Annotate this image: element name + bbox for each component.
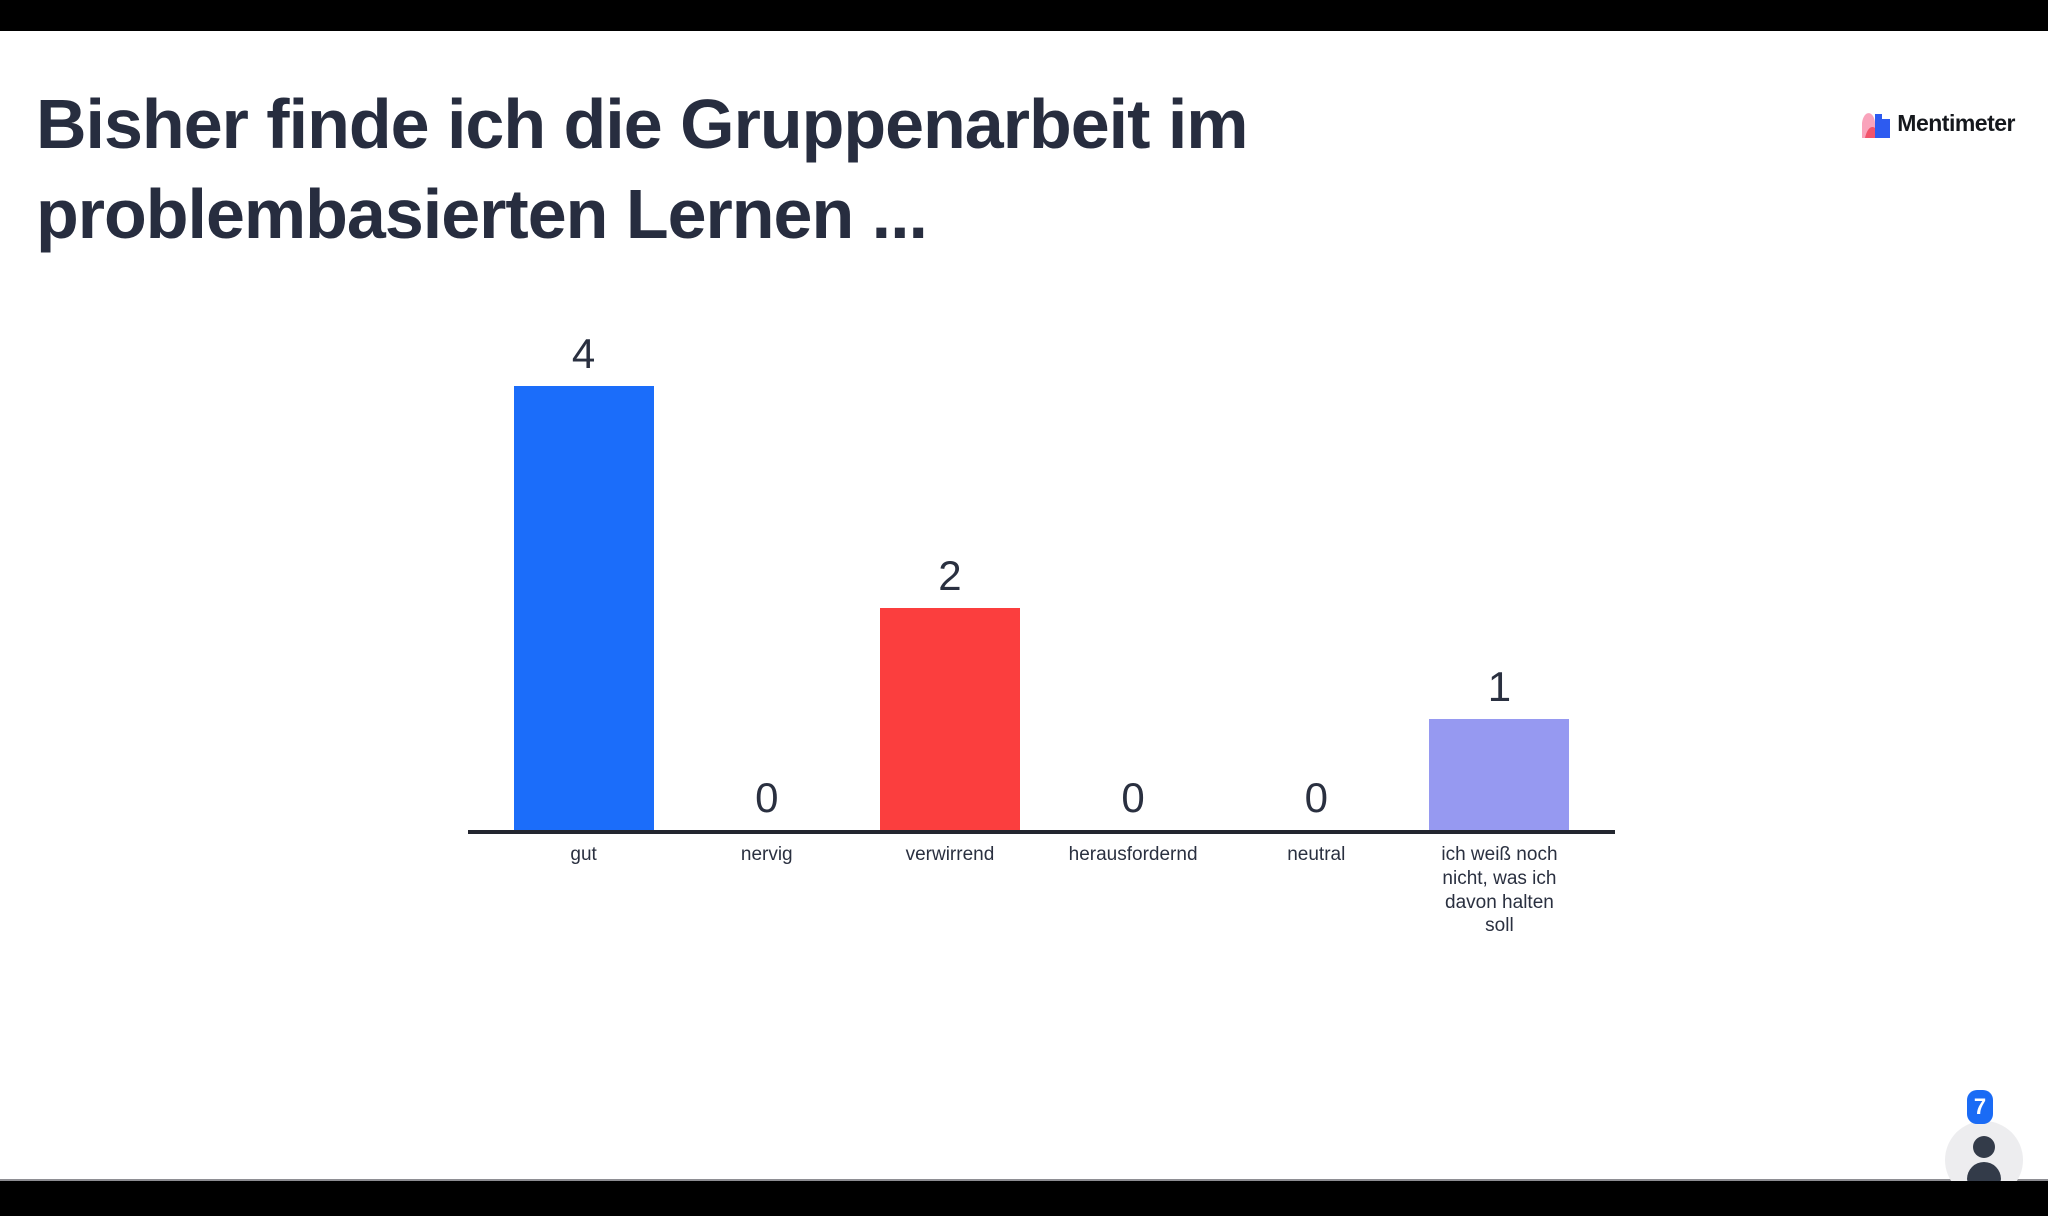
category-label-neutral: neutral [1287, 844, 1346, 865]
slide: Bisher finde ich die Gruppenarbeit im pr… [0, 31, 2048, 1199]
bar-gut [513, 386, 654, 830]
bar-verwirrend [879, 608, 1020, 830]
category-labels-row: gut nervig verwirrend herausfordernd neutral… [468, 834, 1615, 938]
value-label-herausfordernd: 0 [1121, 774, 1145, 821]
question-title-line1: Bisher finde ich die Gruppenarbeit im [36, 85, 1249, 163]
value-label-gut: 4 [571, 330, 596, 377]
bar-column-verwirrend: 2 [858, 552, 1041, 830]
person-icon [1973, 1136, 1995, 1158]
category-label-nervig: nervig [740, 844, 793, 865]
letterbox-top [0, 0, 2048, 31]
mentimeter-wordmark: Mentimeter [1897, 109, 2015, 136]
bar-column-ich-wei-noch-nicht-w: 1 [1408, 663, 1591, 830]
x-axis-line [468, 830, 1615, 834]
person-icon-shoulders [1967, 1162, 2001, 1184]
category-label-ich-wei-noch-nicht-w: ich weiß noch nicht, was ich davon halte… [1441, 844, 1558, 937]
category-label-herausfordernd: herausfordernd [1068, 844, 1198, 865]
question-title: Bisher finde ich die Gruppenarbeit im pr… [36, 79, 1456, 259]
value-label-nervig: 0 [755, 774, 779, 821]
bar-chart: 4 0 2 0 0 1 gut nervig verwirrend herausfordernd… [468, 330, 1615, 938]
mentimeter-logo: Mentimeter [1862, 108, 2015, 138]
bars-row: 4 0 2 0 0 1 [468, 330, 1615, 830]
participant-count-badge: 7 [1967, 1090, 1993, 1124]
bar-column-herausfordernd: 0 [1042, 774, 1225, 830]
category-label-verwirrend: verwirrend [905, 844, 995, 865]
bar-column-nervig: 0 [675, 774, 858, 830]
bar-column-neutral: 0 [1225, 774, 1408, 830]
value-label-ich-wei-noch-nicht-w: 1 [1487, 663, 1512, 710]
letterbox-bottom [0, 1181, 2048, 1216]
bar-ich-wei-noch-nicht-w [1429, 719, 1570, 830]
value-label-verwirrend: 2 [938, 552, 962, 599]
bar-column-gut: 4 [492, 330, 675, 830]
category-label-gut: gut [570, 844, 597, 865]
value-label-neutral: 0 [1304, 774, 1328, 821]
mentimeter-logo-icon [1862, 108, 1891, 138]
question-title-line2: problembasierten Lernen ... [36, 175, 928, 253]
